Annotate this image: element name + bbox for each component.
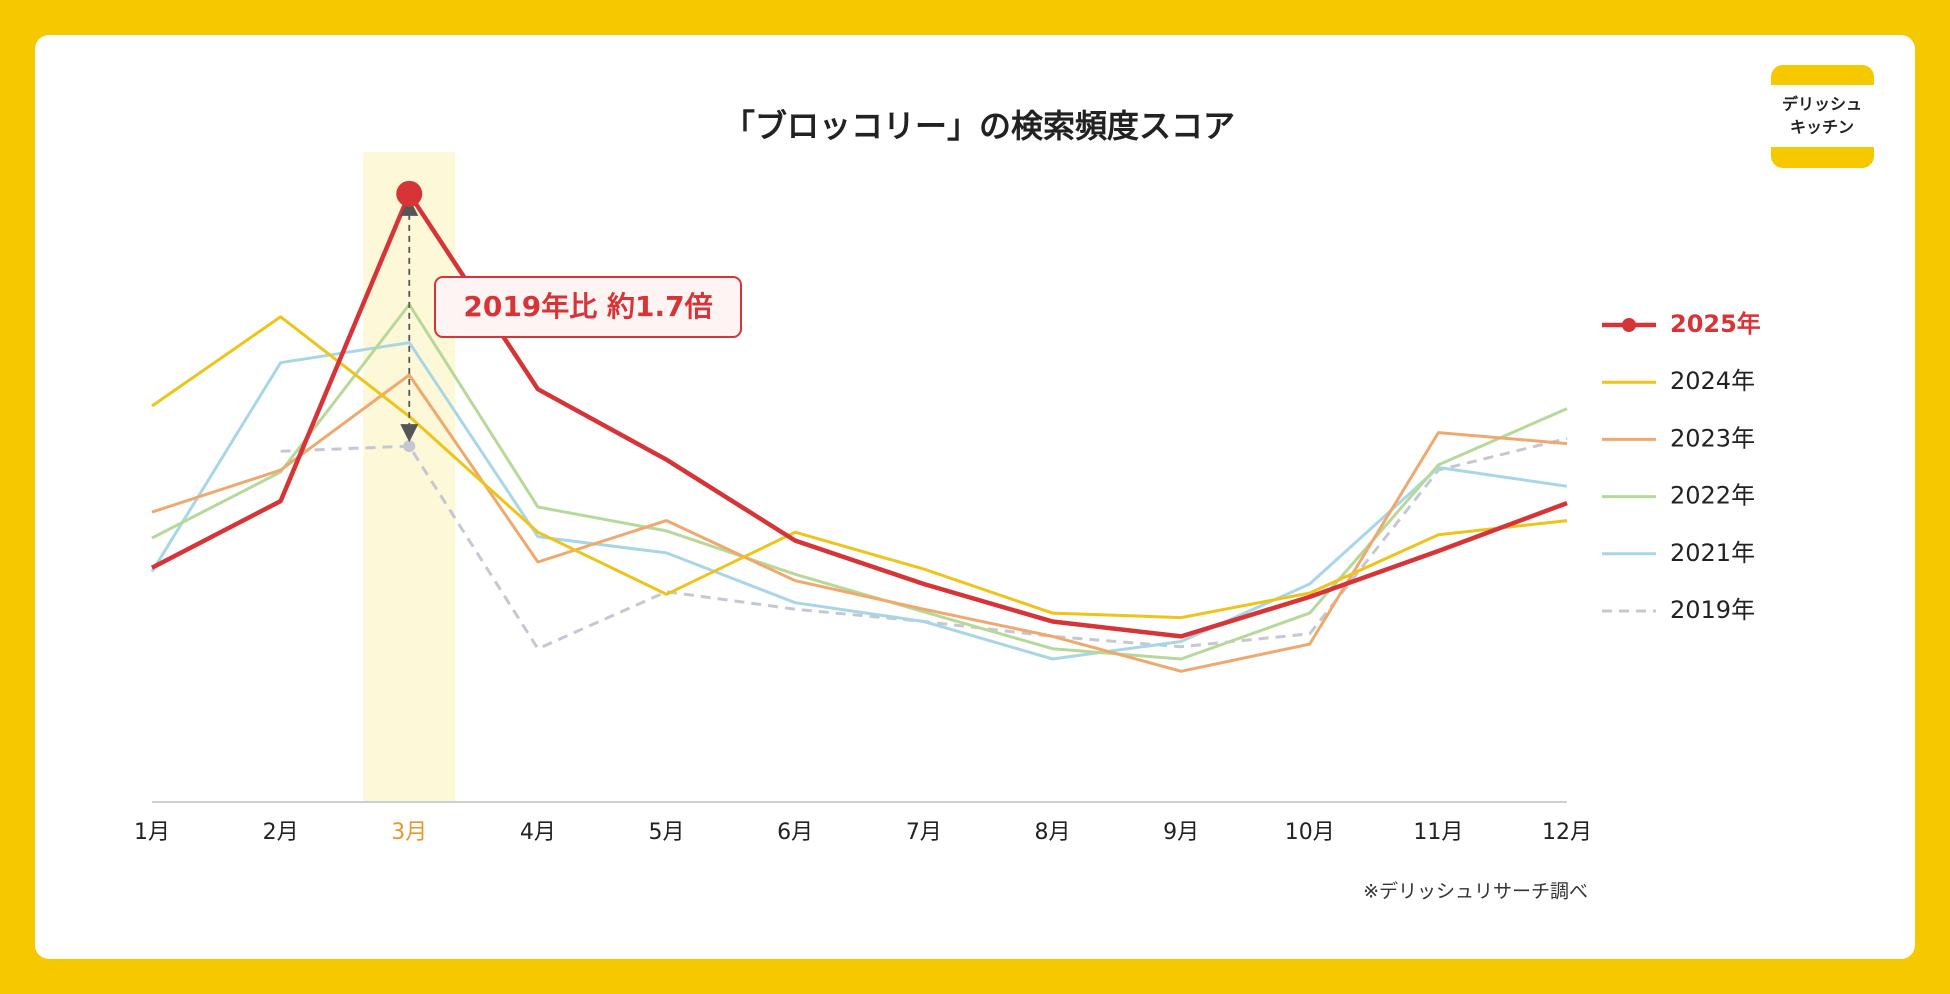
- legend-label: 2022年: [1670, 482, 1755, 510]
- legend-label: 2019年: [1670, 596, 1755, 624]
- annotation-box: [434, 276, 742, 338]
- logo: デリッシュ キッチン: [1771, 65, 1874, 168]
- x-tick-label: 4月: [520, 820, 556, 845]
- legend-label: 2025年: [1670, 310, 1761, 338]
- x-tick-label: 9月: [1163, 820, 1199, 845]
- x-tick-label: 11月: [1413, 820, 1463, 845]
- annotation-text: 2019年比 約1.7倍: [463, 290, 712, 323]
- logo-band: [1771, 85, 1874, 147]
- peak-point: [396, 180, 423, 207]
- legend-label: 2024年: [1670, 367, 1755, 395]
- logo-text: デリッシュ: [1782, 95, 1862, 114]
- x-tick-label: 5月: [649, 820, 685, 845]
- series-line: [150, 341, 1568, 661]
- chart-title: 「ブロッコリー」の検索頻度スコア: [723, 107, 1235, 145]
- x-tick-label: 2月: [263, 820, 299, 845]
- legend-label: 2023年: [1670, 424, 1755, 452]
- x-tick-label: 8月: [1034, 820, 1070, 845]
- x-tick-label: 7月: [906, 820, 942, 845]
- panel: [35, 35, 1915, 959]
- arrow-head: [400, 424, 419, 443]
- x-tick-label: 1月: [134, 820, 170, 845]
- x-tick-label: 10月: [1285, 820, 1335, 845]
- series-line: [151, 373, 1568, 673]
- reference-point: [403, 440, 416, 453]
- x-tick-label: 3月: [391, 820, 427, 845]
- series-line: [150, 191, 1568, 639]
- logo-text: キッチン: [1790, 118, 1854, 137]
- comparison-arrow: [400, 197, 419, 453]
- x-tick-label: 6月: [777, 820, 813, 845]
- series-line: [151, 315, 1568, 620]
- x-tick-label: 12月: [1542, 820, 1592, 845]
- note: ※デリッシュリサーチ調べ: [1363, 881, 1588, 903]
- legend-marker: [1622, 318, 1636, 332]
- legend-label: 2021年: [1670, 539, 1755, 567]
